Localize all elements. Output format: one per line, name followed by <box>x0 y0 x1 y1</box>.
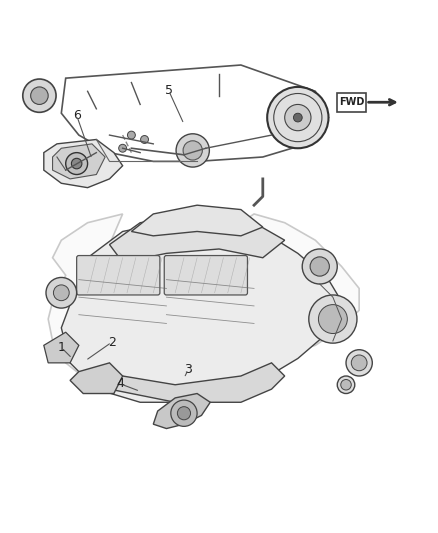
FancyBboxPatch shape <box>77 255 160 295</box>
Circle shape <box>318 304 347 334</box>
Circle shape <box>23 79 56 112</box>
Polygon shape <box>70 363 123 393</box>
Polygon shape <box>61 219 342 402</box>
Text: 2: 2 <box>108 336 116 349</box>
Circle shape <box>176 134 209 167</box>
Circle shape <box>31 87 48 104</box>
Circle shape <box>302 249 337 284</box>
Text: 6: 6 <box>73 109 81 122</box>
Circle shape <box>66 152 88 174</box>
Circle shape <box>171 400 197 426</box>
Circle shape <box>267 87 328 148</box>
Circle shape <box>183 141 202 160</box>
Circle shape <box>293 113 302 122</box>
Circle shape <box>71 158 82 169</box>
Polygon shape <box>96 363 285 402</box>
Text: 1: 1 <box>57 341 65 354</box>
Circle shape <box>141 135 148 143</box>
Circle shape <box>341 379 351 390</box>
FancyBboxPatch shape <box>164 255 247 295</box>
Polygon shape <box>44 140 123 188</box>
Circle shape <box>337 376 355 393</box>
Polygon shape <box>110 214 285 262</box>
Text: FWD: FWD <box>339 97 364 107</box>
Polygon shape <box>53 144 105 179</box>
Polygon shape <box>153 393 210 429</box>
Polygon shape <box>44 332 79 363</box>
Circle shape <box>309 295 357 343</box>
Polygon shape <box>48 209 359 398</box>
Text: 3: 3 <box>184 363 192 376</box>
Circle shape <box>53 285 69 301</box>
Circle shape <box>177 407 191 420</box>
Circle shape <box>310 257 329 276</box>
Circle shape <box>346 350 372 376</box>
Circle shape <box>127 131 135 139</box>
Circle shape <box>46 278 77 308</box>
Circle shape <box>119 144 127 152</box>
Circle shape <box>351 355 367 371</box>
Circle shape <box>285 104 311 131</box>
Polygon shape <box>131 205 263 236</box>
Text: 5: 5 <box>165 84 173 97</box>
Text: 4: 4 <box>117 377 124 390</box>
